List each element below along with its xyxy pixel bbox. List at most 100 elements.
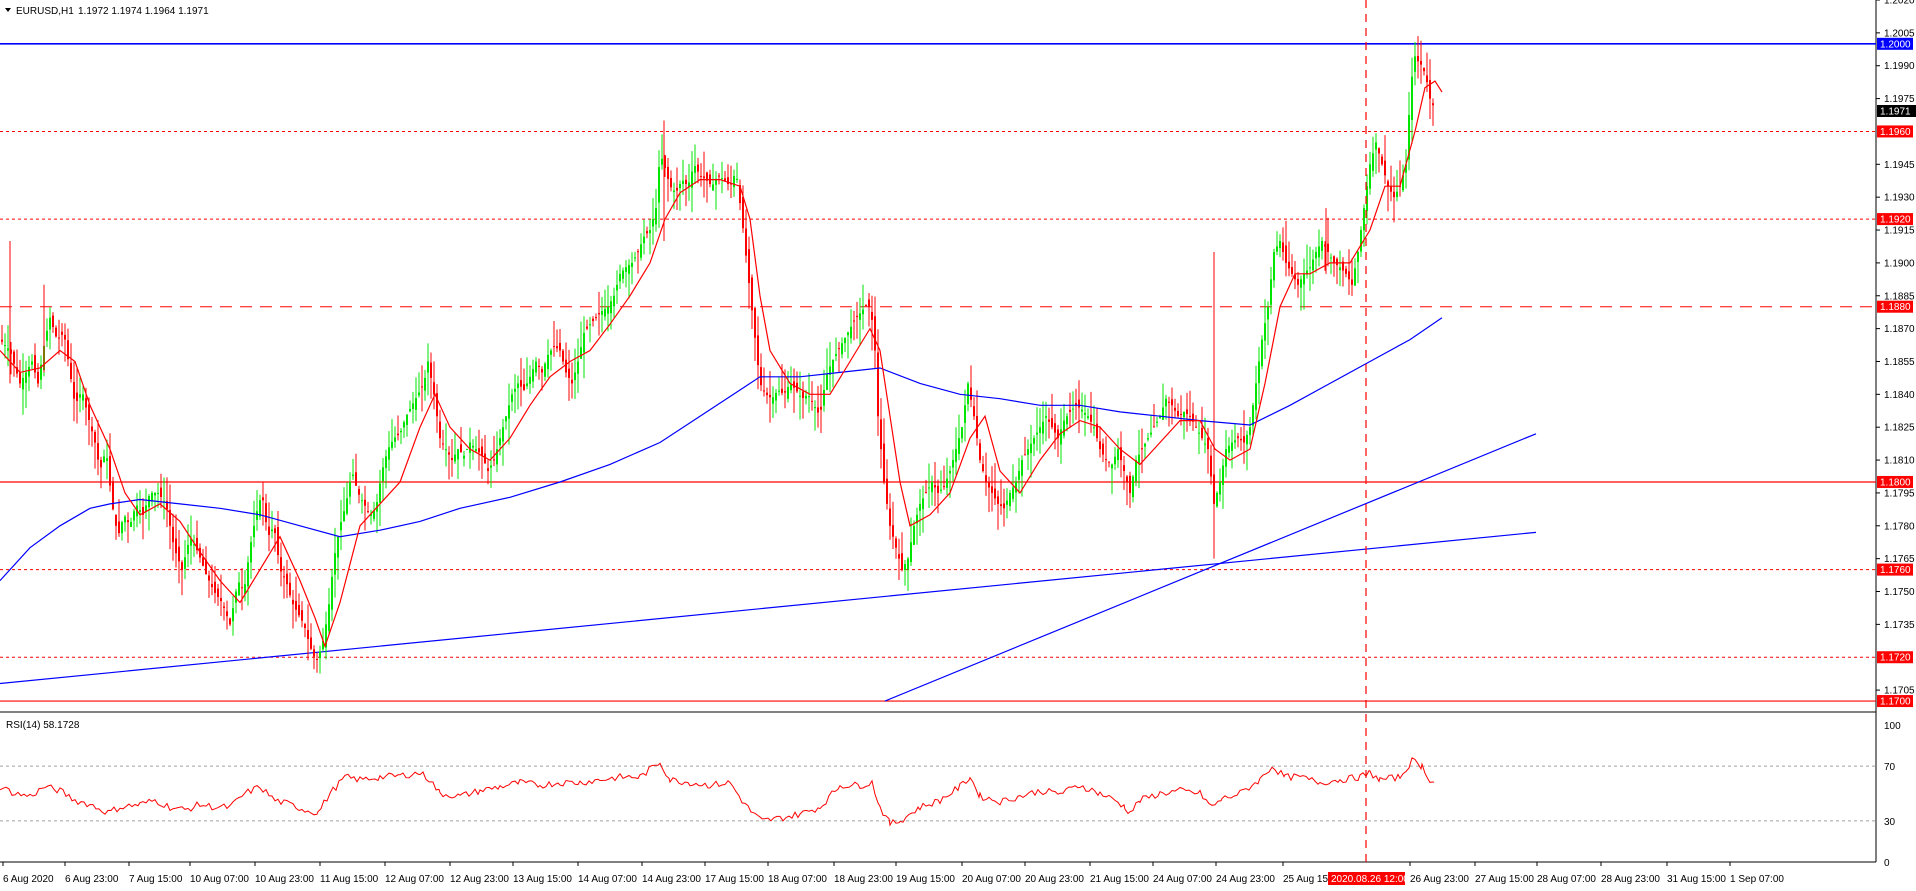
candle-body: [835, 354, 837, 357]
candle-body: [571, 379, 573, 384]
candle-body: [841, 343, 843, 355]
candle-body: [466, 449, 468, 451]
level-price-tags: 1.20001.19601.19201.18801.18001.17601.17…: [1877, 37, 1913, 708]
candle-body: [913, 525, 915, 545]
candle-body: [1159, 416, 1161, 419]
candle-body: [241, 587, 243, 589]
candle-body: [418, 392, 420, 396]
price-tick-label: 1.1915: [1884, 226, 1915, 237]
level-tag-1.1700: 1.1700: [1880, 697, 1911, 708]
price-tick-label: 1.1735: [1884, 620, 1915, 631]
level-tag-bg-1.2000: [1877, 37, 1913, 50]
candle-body: [334, 553, 336, 575]
candle-body: [574, 372, 576, 381]
candle-body: [10, 349, 12, 354]
candle-body: [85, 398, 87, 408]
candle-body: [1387, 181, 1389, 187]
candle-body: [436, 393, 438, 417]
candle-body: [457, 449, 459, 460]
candle-body: [1276, 246, 1278, 252]
horizontal-levels[interactable]: [0, 43, 1876, 702]
candle-body: [94, 432, 96, 443]
candle-body: [490, 465, 492, 468]
candle-body: [694, 166, 696, 173]
candle-body: [352, 474, 354, 477]
candle-body: [625, 267, 627, 272]
candle-body: [493, 459, 495, 461]
candle-body: [1135, 460, 1137, 482]
candle-body: [1261, 339, 1263, 367]
price-tick-label: 1.1870: [1884, 324, 1915, 335]
crosshair-time-tag: 2020.08.26 12:00: [1331, 874, 1409, 885]
candle-body: [103, 456, 105, 463]
candle-body: [802, 391, 804, 398]
candle-body: [391, 441, 393, 448]
candle-body: [778, 390, 780, 392]
candle-body: [40, 364, 42, 380]
candle-body: [685, 179, 687, 185]
time-tick-label: 20 Aug 07:00: [962, 874, 1021, 885]
candle-body: [181, 562, 183, 570]
candle-body: [292, 599, 294, 605]
candle-body: [520, 380, 522, 387]
candle-body: [253, 525, 255, 538]
candle-body: [682, 180, 684, 184]
level-tag-1.1960: 1.1960: [1880, 127, 1911, 138]
candle-body: [145, 505, 147, 512]
candle-body: [88, 404, 90, 421]
candle-body: [883, 443, 885, 482]
level-tag-1.1800: 1.1800: [1880, 477, 1911, 488]
candle-body: [982, 464, 984, 472]
level-tag-bg-1.1760: [1877, 563, 1913, 576]
candle-body: [286, 573, 288, 585]
candle-body: [931, 481, 933, 493]
candle-body: [397, 433, 399, 436]
level-tag-bg-1.1720: [1877, 651, 1913, 664]
candle-body: [1336, 258, 1338, 266]
rsi-tick-label: 70: [1884, 762, 1896, 773]
candle-body: [37, 371, 39, 384]
candle-body: [1063, 420, 1065, 436]
candle-body: [439, 421, 441, 439]
candle-body: [208, 575, 210, 581]
candle-body: [865, 305, 867, 307]
candle-body: [775, 392, 777, 401]
candle-body: [250, 542, 252, 563]
candle-body: [1351, 279, 1353, 285]
candle-body: [1357, 251, 1359, 262]
candle-body: [415, 397, 417, 410]
candle-body: [229, 618, 231, 625]
candle-body: [661, 158, 663, 165]
time-tick-label: 28 Aug 23:00: [1601, 874, 1660, 885]
triangle-down-icon[interactable]: [5, 8, 11, 12]
time-tick-label: 6 Aug 23:00: [65, 874, 119, 885]
candle-body: [1069, 409, 1071, 412]
candle-body: [1354, 268, 1356, 286]
candle-body: [1348, 271, 1350, 280]
candle-body: [1426, 75, 1428, 83]
price-tick-label: 1.1945: [1884, 160, 1915, 171]
candle-body: [922, 498, 924, 510]
candle-body: [1330, 257, 1332, 259]
candle-body: [256, 511, 258, 520]
time-tick-label: 24 Aug 23:00: [1216, 874, 1275, 885]
candle-body: [220, 598, 222, 602]
candle-body: [1177, 410, 1179, 417]
candle-body: [28, 366, 30, 377]
candle-body: [1165, 398, 1167, 407]
candle-body: [637, 251, 639, 253]
candle-body: [784, 391, 786, 393]
candle-body: [814, 407, 816, 409]
candle-body: [1111, 464, 1113, 469]
candle-body: [1384, 160, 1386, 176]
trendlines[interactable]: [0, 433, 1537, 702]
price-tick-label: 1.1975: [1884, 94, 1915, 105]
candle-body: [340, 522, 342, 531]
candle-body: [991, 486, 993, 493]
trendline-1: [0, 531, 1537, 685]
candle-body: [973, 406, 975, 417]
candle-body: [886, 478, 888, 504]
candle-body: [538, 365, 540, 367]
candle-body: [1096, 423, 1098, 439]
